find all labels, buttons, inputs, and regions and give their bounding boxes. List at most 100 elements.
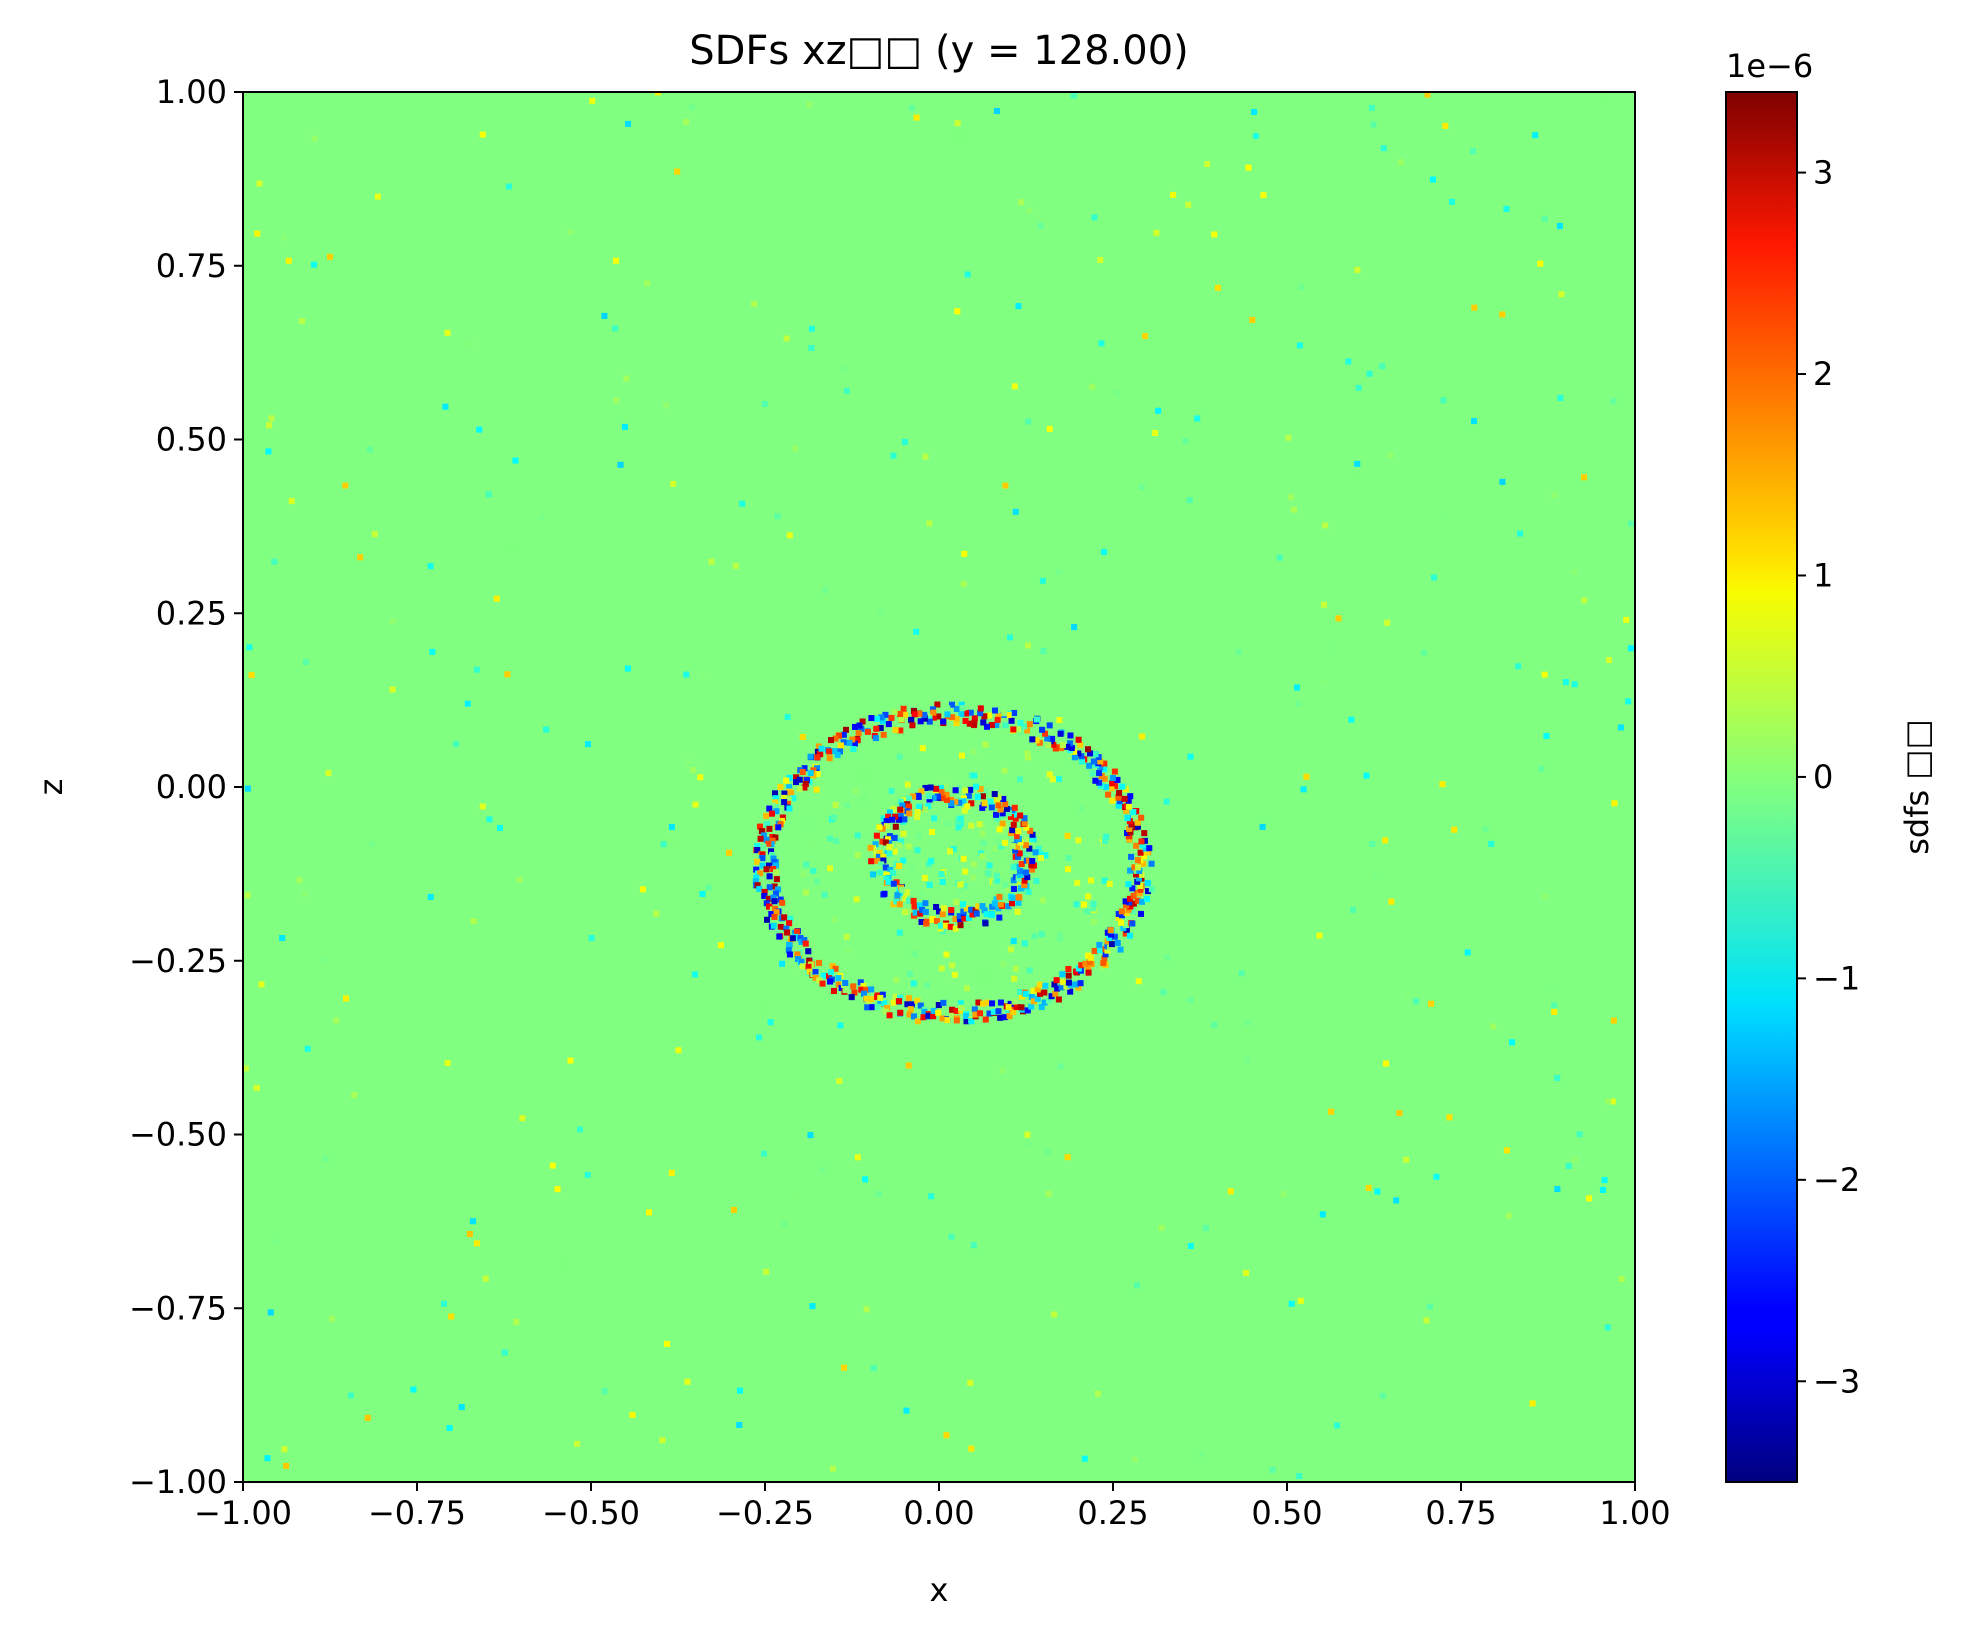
- heatmap-cell: [784, 713, 791, 720]
- heatmap-cell: [446, 1425, 453, 1432]
- heatmap-cell: [996, 826, 1003, 833]
- heatmap-cell: [1005, 886, 1012, 893]
- heatmap-cell: [871, 837, 878, 844]
- heatmap-cell: [831, 916, 839, 923]
- heatmap-cell: [886, 850, 893, 857]
- heatmap-cell: [813, 786, 820, 793]
- heatmap-cell: [911, 903, 918, 910]
- heatmap-cell: [851, 740, 858, 747]
- heatmap-cell: [1024, 642, 1031, 649]
- heatmap-cell: [961, 882, 968, 889]
- heatmap-cell: [914, 847, 921, 854]
- heatmap-cell: [836, 748, 844, 755]
- heatmap-cell: [786, 951, 793, 958]
- heatmap-cell: [827, 978, 834, 985]
- heatmap-cell: [971, 1006, 978, 1013]
- heatmap-cell: [786, 532, 793, 539]
- heatmap-cell: [768, 841, 775, 848]
- heatmap-cell: [832, 801, 839, 808]
- heatmap-cell: [897, 813, 904, 820]
- heatmap-cell: [774, 513, 781, 520]
- heatmap-cell: [1129, 908, 1136, 915]
- heatmap-cell: [1126, 899, 1133, 906]
- heatmap-cell: [1482, 826, 1489, 833]
- heatmap-cell: [792, 779, 800, 786]
- heatmap-cell: [834, 751, 841, 758]
- heatmap-cell: [910, 708, 918, 715]
- heatmap-cell: [1056, 717, 1063, 724]
- heatmap-cell: [962, 868, 969, 875]
- heatmap-cell: [1137, 882, 1144, 889]
- heatmap-cell: [903, 1407, 910, 1414]
- heatmap-cell: [889, 816, 896, 823]
- heatmap-cell: [1087, 954, 1094, 961]
- x-tick-label: 0.75: [1425, 1494, 1496, 1532]
- heatmap-cell: [993, 722, 1000, 729]
- heatmap-cell: [883, 818, 890, 825]
- heatmap-cell: [853, 896, 860, 903]
- heatmap-cell: [896, 929, 903, 936]
- heatmap-cell: [779, 814, 786, 821]
- heatmap-cell: [1058, 984, 1065, 991]
- heatmap-cell: [817, 751, 824, 758]
- heatmap-cell: [1022, 869, 1029, 876]
- heatmap-cell: [997, 1014, 1004, 1021]
- heatmap-cell: [1080, 901, 1087, 908]
- heatmap-cell: [963, 985, 970, 992]
- heatmap-cell: [1038, 931, 1045, 938]
- heatmap-cell: [621, 423, 628, 430]
- colorbar-tick-label: −2: [1813, 1161, 1860, 1199]
- heatmap-cell: [1137, 849, 1144, 856]
- heatmap-cell: [654, 92, 661, 96]
- heatmap-cell: [754, 843, 761, 850]
- heatmap-cell: [786, 774, 793, 781]
- heatmap-cell: [1064, 743, 1071, 750]
- heatmap-cell: [988, 804, 995, 811]
- heatmap-cell: [799, 733, 806, 740]
- heatmap-cell: [875, 1191, 882, 1198]
- heatmap-cell: [879, 838, 886, 845]
- heatmap-cell: [1029, 836, 1036, 843]
- heatmap-cell: [766, 884, 773, 891]
- heatmap-cell: [897, 806, 904, 813]
- heatmap-cell: [1141, 333, 1148, 340]
- colorbar-frame: [1725, 91, 1798, 1483]
- heatmap-cell: [1296, 342, 1303, 349]
- heatmap-cell: [1048, 993, 1055, 1000]
- heatmap-cell: [793, 774, 800, 781]
- heatmap-cell: [1106, 944, 1113, 951]
- heatmap-cell: [905, 995, 912, 1002]
- heatmap-cell: [1114, 776, 1121, 783]
- heatmap-cell: [955, 824, 962, 831]
- heatmap-cell: [882, 839, 889, 846]
- heatmap-cell: [861, 795, 868, 802]
- heatmap-cell: [1433, 1173, 1440, 1180]
- heatmap-cell: [763, 1268, 770, 1275]
- heatmap-cell: [444, 1060, 451, 1067]
- heatmap-cell: [601, 312, 608, 319]
- heatmap-cell: [329, 1315, 336, 1322]
- heatmap-cell: [485, 491, 492, 498]
- heatmap-cell: [957, 815, 964, 822]
- heatmap-cell: [1429, 176, 1436, 183]
- heatmap-cell: [1000, 960, 1007, 967]
- heatmap-cell: [1388, 898, 1395, 905]
- heatmap-cell: [1026, 721, 1033, 728]
- heatmap-cell: [1118, 912, 1126, 919]
- heatmap-cell: [953, 1017, 960, 1024]
- heatmap-cell: [908, 716, 915, 723]
- heatmap-cell: [761, 400, 768, 408]
- heatmap-cell: [700, 673, 707, 680]
- heatmap-cell: [1384, 619, 1391, 626]
- heatmap-cell: [482, 1275, 489, 1282]
- heatmap-cell: [906, 1011, 913, 1018]
- heatmap-cell: [906, 810, 913, 817]
- heatmap-cell: [953, 1007, 960, 1014]
- heatmap-cell: [754, 882, 761, 889]
- heatmap-cell: [917, 718, 924, 725]
- heatmap-cell: [867, 844, 874, 851]
- heatmap-cell: [1532, 132, 1539, 139]
- heatmap-cell: [280, 234, 287, 241]
- heatmap-cell: [458, 1404, 465, 1411]
- heatmap-cell: [939, 1015, 946, 1022]
